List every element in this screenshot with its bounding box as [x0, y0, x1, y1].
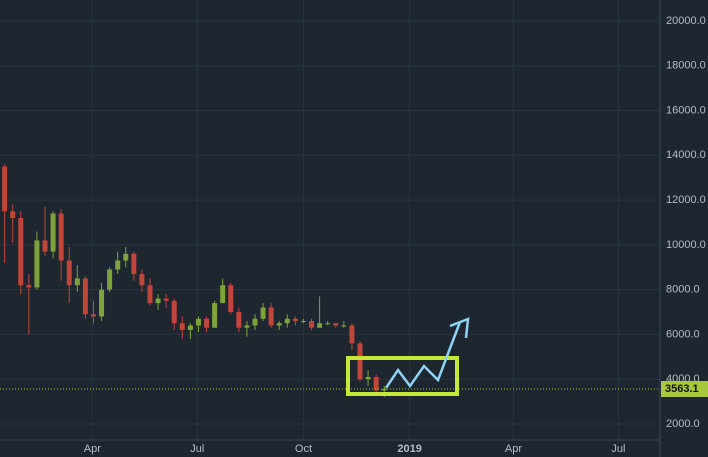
- candle-body: [276, 323, 282, 326]
- candle-body: [34, 240, 40, 288]
- y-tick-label: 8000.0: [666, 284, 700, 296]
- candle-body: [131, 253, 137, 274]
- candle-body: [58, 213, 64, 261]
- candle-body: [123, 253, 129, 261]
- candle-body: [18, 218, 24, 286]
- candle-body: [90, 314, 96, 317]
- candle-body: [381, 388, 387, 391]
- candle-body: [179, 323, 185, 330]
- x-tick-label: Apr: [505, 443, 522, 455]
- candle-body: [260, 307, 266, 319]
- candles: [0, 164, 660, 398]
- arrow-head: [449, 317, 470, 339]
- annotation: [346, 317, 470, 396]
- axes: 2000.04000.06000.08000.010000.012000.014…: [84, 15, 708, 455]
- candle-body: [317, 323, 323, 328]
- x-tick-label: Jul: [190, 443, 204, 455]
- last-price-box: [661, 380, 708, 397]
- candle-body: [139, 273, 145, 286]
- candle-body: [212, 303, 218, 328]
- y-tick-label: 6000.0: [666, 328, 700, 340]
- candle-body: [268, 307, 274, 326]
- y-tick-label: 2000.0: [666, 418, 700, 430]
- candle-body: [155, 298, 161, 304]
- candle-body: [171, 300, 177, 324]
- y-tick-label: 18000.0: [666, 60, 706, 72]
- candle-body: [187, 325, 193, 330]
- x-tick-label: 2019: [397, 443, 421, 455]
- last-price-label: 3563.1: [665, 383, 699, 395]
- candle-body: [325, 323, 331, 325]
- grid: [0, 0, 660, 440]
- candle-body: [341, 325, 347, 327]
- candle-body: [349, 325, 355, 344]
- y-tick-label: 14000.0: [666, 149, 706, 161]
- candle-body: [50, 213, 56, 252]
- candle-body: [195, 318, 201, 326]
- candle-body: [373, 376, 379, 391]
- candle-body: [309, 320, 315, 328]
- candle-body: [292, 318, 298, 321]
- candle-body: [333, 323, 339, 326]
- x-tick-label: Jul: [611, 443, 625, 455]
- arrow-line: [384, 321, 462, 389]
- candle-body: [236, 312, 242, 328]
- candle-body: [66, 260, 72, 286]
- candle-body: [115, 260, 121, 270]
- candle-body: [284, 318, 290, 324]
- candle-body: [42, 240, 48, 252]
- candle-body: [10, 211, 16, 219]
- x-tick-label: Oct: [295, 443, 312, 455]
- candle-body: [82, 278, 88, 315]
- candle-body: [204, 318, 210, 328]
- candle-body: [244, 325, 250, 328]
- candle-body: [107, 269, 113, 290]
- candle-body: [300, 320, 306, 322]
- candle-body: [365, 376, 371, 380]
- candle-body: [357, 343, 363, 380]
- y-tick-label: 12000.0: [666, 194, 706, 206]
- candle-body: [26, 285, 32, 288]
- candle-body: [147, 285, 153, 304]
- y-tick-label: 20000.0: [666, 15, 706, 27]
- candle-body: [252, 318, 258, 326]
- candle-body: [74, 278, 80, 286]
- candle-body: [2, 166, 8, 212]
- candle-body: [220, 285, 226, 304]
- candle-body: [228, 285, 234, 313]
- candle-body: [163, 298, 169, 301]
- range-box: [346, 356, 459, 396]
- candle-body: [99, 289, 105, 317]
- y-tick-label: 10000.0: [666, 239, 706, 251]
- y-tick-label: 16000.0: [666, 104, 706, 116]
- x-tick-label: Apr: [84, 443, 101, 455]
